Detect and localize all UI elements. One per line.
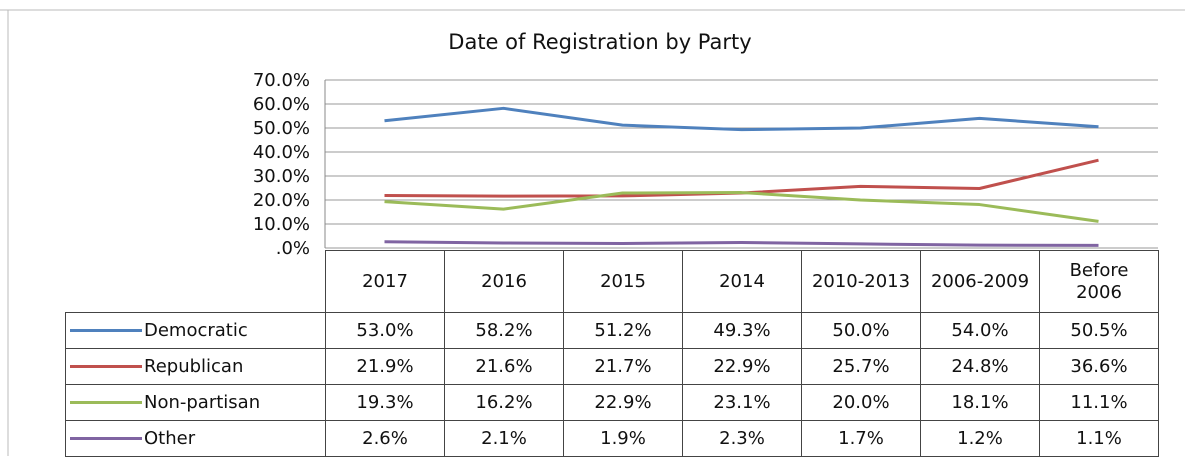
series-line: [384, 191, 1099, 223]
y-tick-label: 30.0%: [253, 166, 310, 187]
table-value: 50.0%: [801, 312, 921, 349]
y-tick-label: 60.0%: [253, 94, 310, 115]
table-value: 1.2%: [920, 420, 1040, 457]
table-value: 21.9%: [325, 348, 445, 385]
legend-swatch: [70, 365, 142, 368]
table-value: 50.5%: [1039, 312, 1159, 349]
y-tick-label: 20.0%: [253, 190, 310, 211]
table-value: 49.3%: [682, 312, 802, 349]
y-tick-label: 10.0%: [253, 214, 310, 235]
table-value: 2.6%: [325, 420, 445, 457]
table-value: 11.1%: [1039, 384, 1159, 421]
table-value: 2.1%: [444, 420, 564, 457]
series-line: [384, 240, 1099, 247]
table-value: 16.2%: [444, 384, 564, 421]
series-line: [384, 158, 1099, 198]
y-tick-label: 70.0%: [253, 70, 310, 91]
legend-swatch: [70, 401, 142, 404]
table-value: 51.2%: [563, 312, 683, 349]
category-header: 2006-2009: [920, 250, 1040, 313]
legend-label: Other: [144, 427, 196, 449]
legend-label: Republican: [144, 355, 244, 377]
table-value: 21.7%: [563, 348, 683, 385]
table-value: 36.6%: [1039, 348, 1159, 385]
table-value: 2.3%: [682, 420, 802, 457]
table-value: 23.1%: [682, 384, 802, 421]
table-value: 20.0%: [801, 384, 921, 421]
table-value: 1.9%: [563, 420, 683, 457]
table-value: 21.6%: [444, 348, 564, 385]
category-header: 2016: [444, 250, 564, 313]
category-header: 2014: [682, 250, 802, 313]
legend-entry: Other: [65, 420, 326, 457]
table-value: 25.7%: [801, 348, 921, 385]
legend-entry: Democratic: [65, 312, 326, 349]
table-value: 22.9%: [563, 384, 683, 421]
legend-entry: Non-partisan: [65, 384, 326, 421]
table-value: 18.1%: [920, 384, 1040, 421]
legend-swatch: [70, 437, 142, 440]
table-value: 53.0%: [325, 312, 445, 349]
legend-label: Democratic: [144, 319, 248, 341]
y-tick-label: 40.0%: [253, 142, 310, 163]
category-header: 2010-2013: [801, 250, 921, 313]
table-value: 58.2%: [444, 312, 564, 349]
series-line: [384, 106, 1099, 132]
table-value: 19.3%: [325, 384, 445, 421]
table-value: 54.0%: [920, 312, 1040, 349]
category-header: 2015: [563, 250, 683, 313]
legend-swatch: [70, 329, 142, 332]
category-header: 2017: [325, 250, 445, 313]
legend-entry: Republican: [65, 348, 326, 385]
legend-label: Non-partisan: [144, 391, 261, 413]
category-header: Before 2006: [1039, 250, 1159, 313]
chart-title: Date of Registration by Party: [448, 30, 751, 54]
table-value: 1.1%: [1039, 420, 1159, 457]
table-value: 22.9%: [682, 348, 802, 385]
table-value: 1.7%: [801, 420, 921, 457]
table-value: 24.8%: [920, 348, 1040, 385]
y-tick-label: .0%: [276, 238, 310, 259]
y-tick-label: 50.0%: [253, 118, 310, 139]
